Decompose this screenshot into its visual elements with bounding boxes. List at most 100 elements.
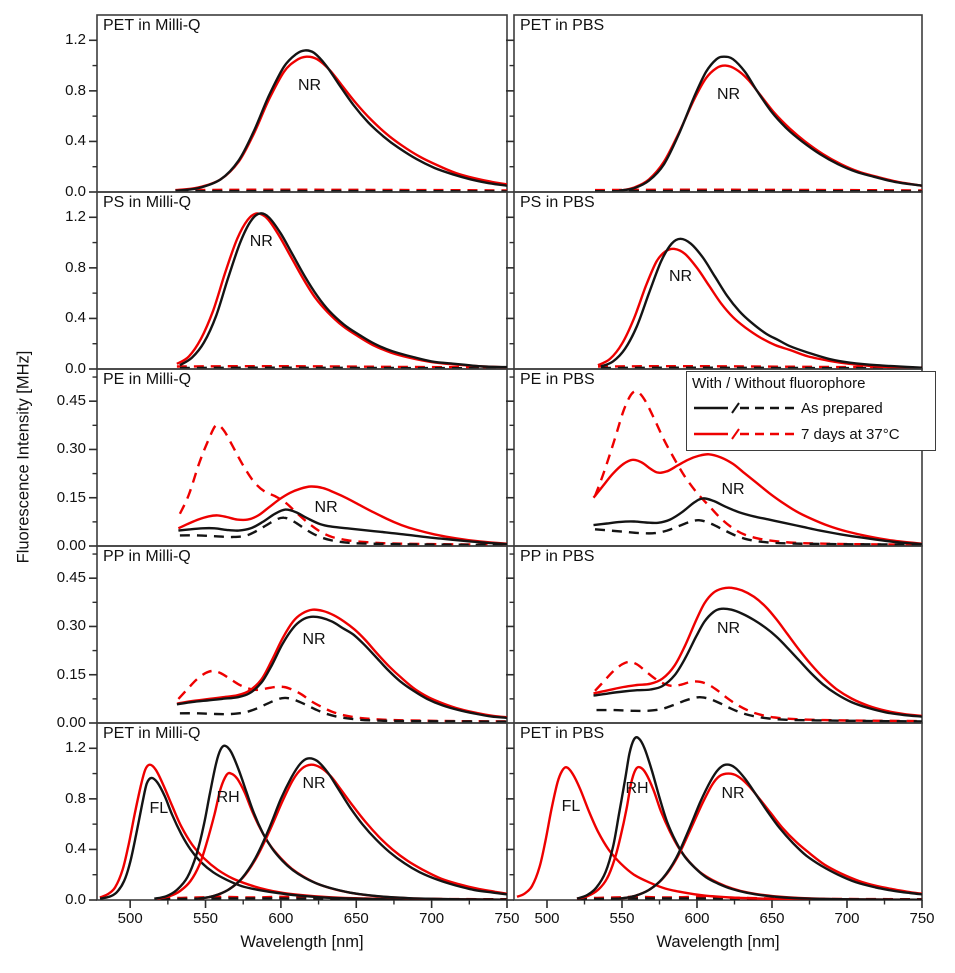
curve-pet2-milliq-nr-asprepared <box>197 757 507 900</box>
curve-label: NR <box>297 77 322 95</box>
y-tick-label: 0.8 <box>65 789 86 807</box>
panel-border <box>513 722 923 901</box>
x-tick-label: 750 <box>909 910 935 927</box>
curve-pet2-pbs-fl-7days <box>516 766 922 900</box>
panel-border <box>96 722 508 901</box>
curve-pet2-milliq-rh-asprepared <box>154 744 507 900</box>
curve-pe-milliq-with-7days <box>177 485 507 545</box>
y-tick-label: 0.0 <box>65 360 86 377</box>
curve-label: NR <box>721 481 745 499</box>
y-tick-label: 1.2 <box>65 31 86 49</box>
x-tick-label: 500 <box>534 910 560 927</box>
legend-entry-label: 7 days at 37°C <box>801 425 900 443</box>
curve-pet-pbs-with-7days <box>618 64 922 192</box>
curve-ps-pbs-without-7days <box>597 364 922 369</box>
curve-ps-milliq-with-asprepared <box>179 212 507 369</box>
curve-label: RH <box>216 788 240 806</box>
panel-title: PS in PBS <box>520 194 595 211</box>
curve-pp-pbs-with-7days <box>593 586 922 718</box>
curve-label: NR <box>721 785 745 803</box>
curve-pet2-pbs-rh-asprepared <box>576 736 922 900</box>
curve-label: NR <box>716 619 741 637</box>
x-tick-label: 600 <box>684 910 710 927</box>
y-tick-label: 0.00 <box>56 714 86 731</box>
curve-pet-milliq-with-asprepared <box>175 49 507 192</box>
curve-pe-pbs-without-7days <box>593 390 922 546</box>
curve-pp-milliq-without-7days <box>177 669 507 723</box>
y-tick-label: 0.15 <box>56 665 86 683</box>
y-tick-label: 0.0 <box>65 891 86 908</box>
x-tick-label: 750 <box>494 910 520 927</box>
x-tick-label: 550 <box>609 910 635 927</box>
y-tick-label: 0.30 <box>56 617 86 635</box>
legend-line-sample <box>694 402 794 414</box>
x-axis-title-right: Wavelength [nm] <box>656 933 780 951</box>
curve-pe-milliq-with-asprepared <box>178 508 507 546</box>
curve-label: FL <box>561 797 581 815</box>
y-tick-label: 0.4 <box>65 309 86 327</box>
curve-pe-milliq-without-asprepared <box>179 516 507 546</box>
curve-label: FL <box>149 800 169 818</box>
y-tick-label: 0.4 <box>65 840 86 858</box>
y-axis-title: Fluorescence Intensity [MHz] <box>14 350 33 564</box>
curve-label: RH <box>625 780 649 797</box>
y-tick-label: 0.8 <box>65 258 86 276</box>
curve-pet2-pbs-nr-7days <box>618 772 922 900</box>
curve-pet-pbs-with-asprepared <box>618 55 922 192</box>
y-tick-label: 0.30 <box>56 440 86 458</box>
panel-title: PET in PBS <box>520 725 605 742</box>
panel-title: PE in Milli-Q <box>103 371 192 388</box>
panel-title: PET in Milli-Q <box>103 725 201 742</box>
curve-ps-pbs-without-asprepared <box>600 366 922 369</box>
legend-rows: As prepared 7 days at 37°C <box>692 395 930 447</box>
curve-pet2-milliq-fl-asprepared <box>99 776 507 900</box>
y-tick-label: 0.00 <box>56 537 86 554</box>
panel-border <box>96 14 508 193</box>
y-tick-label: 1.2 <box>65 739 86 757</box>
curve-pp-milliq-with-7days <box>176 608 507 719</box>
curve-label: NR <box>716 85 741 103</box>
x-tick-label: 700 <box>834 910 860 927</box>
x-tick-label: 700 <box>419 910 445 927</box>
curve-label: NR <box>302 630 326 648</box>
legend-entry: As prepared <box>692 395 930 421</box>
panel-title: PP in Milli-Q <box>103 548 191 565</box>
curve-pe-pbs-with-7days <box>592 453 922 545</box>
curve-label: NR <box>302 774 326 792</box>
curve-ps-milliq-with-7days <box>176 212 507 369</box>
curve-ps-pbs-with-7days <box>597 247 922 369</box>
y-tick-label: 0.45 <box>56 569 86 587</box>
curve-pp-pbs-without-asprepared <box>596 695 922 723</box>
x-tick-label: 600 <box>268 910 294 927</box>
y-tick-label: 0.15 <box>56 488 86 506</box>
legend-entry-label: As prepared <box>801 399 883 417</box>
legend: With / Without fluorophore As prepared 7 … <box>686 371 936 451</box>
curve-pp-milliq-without-asprepared <box>179 696 507 723</box>
x-axis-title-left: Wavelength [nm] <box>240 933 364 951</box>
curve-label: NR <box>249 232 273 250</box>
curve-label: NR <box>668 267 693 285</box>
panel-border <box>96 368 508 547</box>
curve-label: NR <box>314 498 338 516</box>
y-tick-label: 0.8 <box>65 81 86 99</box>
y-tick-label: 1.2 <box>65 208 86 226</box>
panel-title: PET in Milli-Q <box>103 17 201 34</box>
x-tick-label: 650 <box>343 910 369 927</box>
y-tick-label: 0.45 <box>56 392 86 410</box>
curve-pp-pbs-with-asprepared <box>593 607 922 718</box>
panel-title: PE in PBS <box>520 371 595 388</box>
y-tick-label: 0.0 <box>65 183 86 200</box>
curve-pe-pbs-with-asprepared <box>593 497 922 546</box>
legend-title: With / Without fluorophore <box>692 375 866 392</box>
curve-pp-milliq-with-asprepared <box>176 615 507 720</box>
legend-entry: 7 days at 37°C <box>692 421 930 447</box>
panel-title: PET in PBS <box>520 17 605 34</box>
curve-pet-milliq-with-7days <box>175 55 507 192</box>
panel-title: PS in Milli-Q <box>103 194 192 211</box>
panel-border <box>96 191 508 370</box>
curve-pe-pbs-without-asprepared <box>594 518 922 546</box>
curve-pet2-pbs-nr-asprepared <box>618 763 922 900</box>
x-tick-label: 650 <box>759 910 785 927</box>
